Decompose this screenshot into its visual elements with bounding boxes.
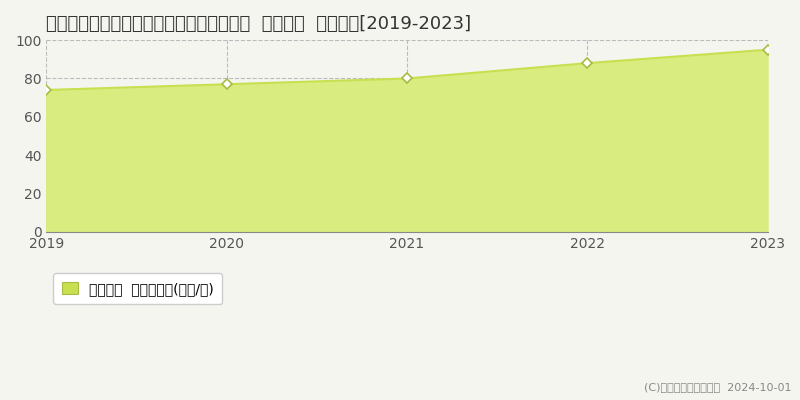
Text: 茨城県つくば市研究学園５丁目１２番４外  基準地価  地価推移[2019-2023]: 茨城県つくば市研究学園５丁目１２番４外 基準地価 地価推移[2019-2023] <box>46 15 471 33</box>
Text: (C)土地価格ドットコム  2024-10-01: (C)土地価格ドットコム 2024-10-01 <box>645 382 792 392</box>
Legend: 基準地価  平均坪単価(万円/坪): 基準地価 平均坪単価(万円/坪) <box>53 274 222 304</box>
